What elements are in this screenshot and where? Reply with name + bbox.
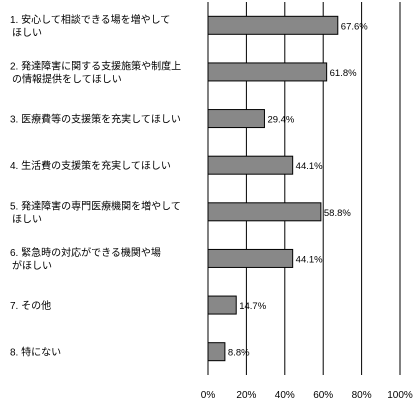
category-label-6-line-1: 6. 緊急時の対応ができる機関や場 [10, 246, 161, 259]
data-label-2: 61.8% [330, 68, 357, 79]
bar-3 [207, 109, 265, 129]
bar-8 [207, 342, 226, 362]
bar-5 [207, 202, 322, 222]
bar-layer [207, 15, 339, 362]
x-tick-label-2: 40% [275, 390, 295, 401]
data-label-3: 29.4% [267, 115, 294, 126]
bar-2 [207, 62, 328, 82]
data-label-5: 58.8% [324, 208, 351, 219]
x-tick-label-1: 20% [236, 390, 256, 401]
category-label-8: 8. 特にない [10, 347, 61, 359]
category-label-3: 3. 医療費等の支援策を充実してほしい [10, 113, 181, 126]
x-tick-label-3: 60% [313, 390, 333, 401]
grid-layer [245, 2, 401, 375]
category-label-5-line-2: ほしい [12, 213, 42, 225]
category-label-5-line-1: 5. 発達障害の専門医療機関を増やして [10, 199, 181, 212]
data-label-8: 8.8% [228, 348, 250, 359]
bar-4 [207, 155, 294, 175]
data-label-1: 67.6% [341, 21, 368, 32]
x-tick-label-4: 80% [352, 390, 372, 401]
data-label-6: 44.1% [296, 254, 323, 265]
category-label-7: 7. その他 [10, 299, 51, 312]
bar-1 [207, 15, 339, 35]
category-label-2-line-2: の情報提供をしてほしい [12, 72, 122, 85]
x-tick-label-5: 100% [387, 390, 413, 401]
category-label-6-line-2: がほしい [12, 259, 52, 272]
category-label-1-line-2: ほしい [12, 27, 42, 39]
x-tick-label-0: 0% [201, 390, 216, 401]
category-label-4: 4. 生活費の支援策を充実してほしい [10, 159, 171, 172]
data-label-4: 44.1% [296, 161, 323, 172]
bar-7 [207, 295, 237, 315]
axis-layer: 0% 20% 40% 60% 80% 100% [201, 2, 413, 401]
bar-6 [207, 248, 294, 268]
category-label-1-line-1: 1. 安心して相談できる場を増やして [10, 13, 170, 26]
category-label-2-line-1: 2. 発達障害に関する支援施策や制度上 [10, 59, 181, 72]
data-label-7: 14.7% [239, 301, 266, 312]
